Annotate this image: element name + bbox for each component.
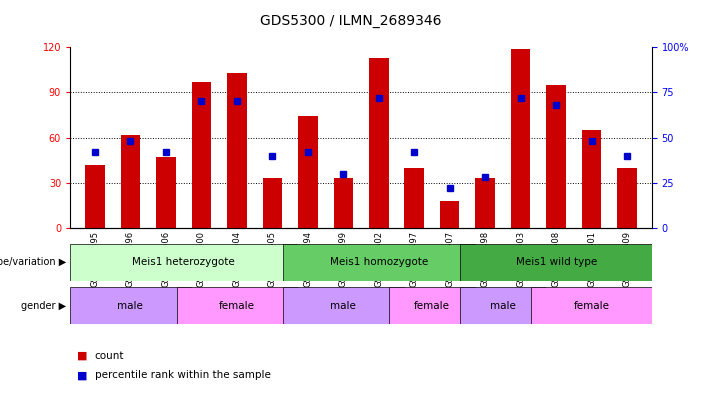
Bar: [298, 116, 318, 228]
Bar: [546, 85, 566, 228]
Bar: [389, 287, 475, 324]
Bar: [461, 244, 652, 281]
Bar: [70, 287, 191, 324]
Bar: [582, 130, 601, 228]
Bar: [283, 287, 404, 324]
Bar: [263, 178, 282, 228]
Bar: [475, 178, 495, 228]
Bar: [191, 82, 211, 228]
Text: female: female: [219, 301, 255, 310]
Bar: [177, 287, 297, 324]
Text: Meis1 wild type: Meis1 wild type: [515, 257, 597, 267]
Bar: [227, 73, 247, 228]
Text: genotype/variation ▶: genotype/variation ▶: [0, 257, 67, 267]
Bar: [121, 134, 140, 228]
Text: male: male: [330, 301, 356, 310]
Bar: [70, 244, 297, 281]
Bar: [86, 165, 104, 228]
Text: Meis1 homozygote: Meis1 homozygote: [329, 257, 428, 267]
Bar: [334, 178, 353, 228]
Text: count: count: [95, 351, 124, 361]
Text: gender ▶: gender ▶: [22, 301, 67, 310]
Text: female: female: [573, 301, 610, 310]
Text: percentile rank within the sample: percentile rank within the sample: [95, 370, 271, 380]
Text: female: female: [414, 301, 450, 310]
Text: ■: ■: [77, 351, 88, 361]
Text: ■: ■: [77, 370, 88, 380]
Bar: [531, 287, 652, 324]
Bar: [369, 58, 388, 228]
Bar: [404, 168, 424, 228]
Bar: [440, 201, 459, 228]
Text: Meis1 heterozygote: Meis1 heterozygote: [132, 257, 235, 267]
Bar: [618, 168, 637, 228]
Bar: [283, 244, 475, 281]
Text: male: male: [118, 301, 143, 310]
Bar: [461, 287, 545, 324]
Text: GDS5300 / ILMN_2689346: GDS5300 / ILMN_2689346: [260, 14, 441, 28]
Bar: [511, 49, 531, 228]
Text: male: male: [490, 301, 516, 310]
Bar: [156, 157, 176, 228]
